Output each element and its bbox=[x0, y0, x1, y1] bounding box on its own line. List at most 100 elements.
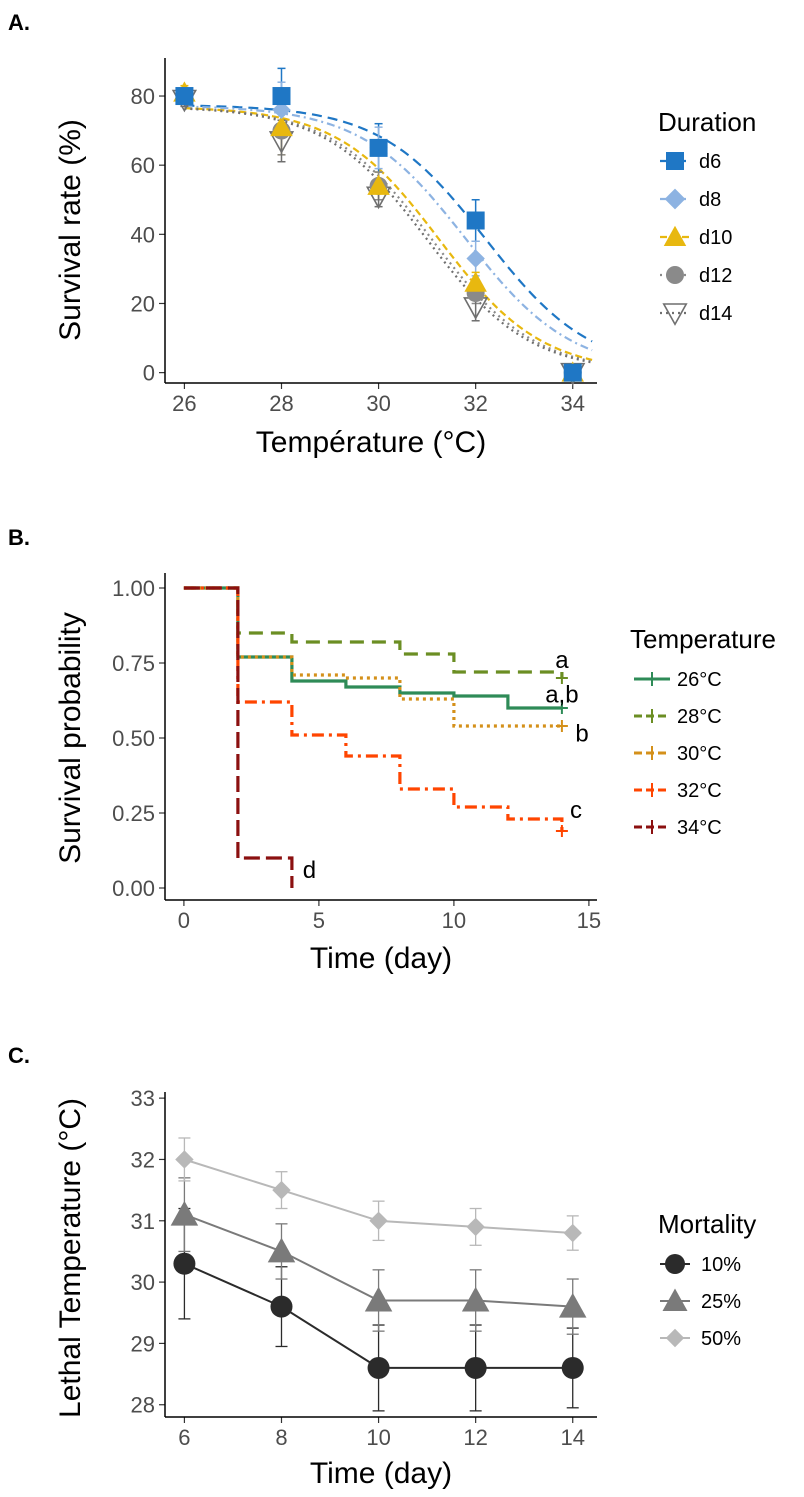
y-tick-label: 0 bbox=[143, 361, 155, 386]
data-point-d6 bbox=[175, 87, 194, 106]
fit-curve-d12 bbox=[184, 107, 593, 363]
chart-panel-b: B. Time (day) Survival probability Tempe… bbox=[8, 525, 776, 975]
y-tick-label: 0.00 bbox=[112, 876, 155, 901]
legend-key-marker bbox=[662, 1288, 688, 1311]
data-point-d8 bbox=[466, 249, 485, 268]
data-point-d10 bbox=[270, 115, 293, 137]
x-tick-label: 28 bbox=[269, 391, 293, 416]
legend: d6 d8 d10 d12 d14 bbox=[660, 151, 732, 326]
data-point-d10 bbox=[464, 271, 487, 292]
x-axis-ticks: 26 28 30 32 34 bbox=[172, 383, 585, 416]
x-tick-label: 15 bbox=[577, 908, 601, 933]
y-axis-ticks: 0.00 0.25 0.50 0.75 1.00 bbox=[112, 576, 165, 901]
data-point-10% bbox=[561, 1356, 584, 1379]
chart-panel-a: A. Température (°C) Survival rate (%) Du… bbox=[8, 10, 756, 459]
x-axis-ticks: 0 5 10 15 bbox=[178, 900, 601, 933]
y-tick-label: 40 bbox=[131, 222, 155, 247]
y-axis-ticks: 28 29 30 31 32 33 bbox=[131, 1086, 165, 1418]
x-tick-label: 8 bbox=[275, 1425, 287, 1450]
fit-curve-d14 bbox=[184, 107, 593, 364]
legend-label: d10 bbox=[699, 227, 732, 249]
legend-label: d6 bbox=[699, 151, 721, 173]
y-tick-label: 60 bbox=[131, 153, 155, 178]
data-point-50% bbox=[175, 1150, 194, 1169]
plot-area bbox=[164, 58, 597, 386]
legend-label: d12 bbox=[699, 265, 732, 287]
y-axis-title: Survival rate (%) bbox=[54, 119, 87, 341]
data-point-10% bbox=[270, 1295, 293, 1318]
chart-panel-c: C. Time (day) Lethal Temperature (°C) Mo… bbox=[8, 1043, 756, 1490]
y-axis-title: Survival probability bbox=[54, 612, 87, 864]
data-point-10% bbox=[367, 1356, 390, 1379]
legend-label: 10% bbox=[701, 1254, 741, 1276]
survival-curve-28°C bbox=[183, 586, 564, 678]
y-tick-label: 20 bbox=[131, 291, 155, 316]
x-tick-label: 10 bbox=[366, 1425, 390, 1450]
data-point-25% bbox=[364, 1286, 393, 1312]
legend: 26°C 28°C 30°C 32°C 34°C bbox=[634, 669, 722, 839]
legend-key-marker bbox=[665, 1254, 685, 1274]
legend: 10% 25% 50% bbox=[660, 1254, 741, 1350]
plot-area: a,b a b c d bbox=[164, 573, 597, 901]
x-tick-label: 10 bbox=[442, 908, 466, 933]
data-point-d6 bbox=[466, 211, 485, 230]
significance-label: a,b bbox=[545, 682, 578, 709]
x-tick-label: 5 bbox=[313, 908, 325, 933]
y-tick-label: 30 bbox=[131, 1270, 155, 1295]
y-tick-label: 80 bbox=[131, 84, 155, 109]
data-point-25% bbox=[461, 1286, 490, 1312]
legend-label: 32°C bbox=[677, 780, 722, 802]
y-tick-label: 31 bbox=[131, 1209, 155, 1234]
legend-title: Temperature bbox=[630, 624, 776, 654]
legend-label: 28°C bbox=[677, 706, 722, 728]
x-tick-label: 32 bbox=[463, 391, 487, 416]
data-point-50% bbox=[563, 1223, 582, 1243]
legend-key-marker bbox=[666, 266, 684, 284]
x-axis-title: Température (°C) bbox=[256, 426, 486, 459]
fit-curve-d10 bbox=[184, 107, 593, 361]
x-tick-label: 34 bbox=[560, 391, 584, 416]
data-point-50% bbox=[272, 1180, 291, 1200]
significance-label: d bbox=[303, 857, 316, 884]
x-axis-ticks: 6 8 10 12 14 bbox=[178, 1417, 585, 1450]
x-tick-label: 6 bbox=[178, 1425, 190, 1450]
y-tick-label: 28 bbox=[131, 1393, 155, 1418]
survival-curve-30°C bbox=[183, 586, 562, 728]
data-point-10% bbox=[173, 1252, 196, 1275]
significance-label: a bbox=[555, 647, 569, 674]
y-tick-label: 33 bbox=[131, 1086, 155, 1111]
legend-key-marker bbox=[665, 1328, 685, 1348]
data-point-25% bbox=[558, 1292, 587, 1318]
fit-curve-d6 bbox=[184, 104, 593, 343]
legend-label: 34°C bbox=[677, 817, 722, 839]
y-axis-title: Lethal Temperature (°C) bbox=[54, 1098, 87, 1418]
legend-label: 25% bbox=[701, 1291, 741, 1313]
x-axis-title: Time (day) bbox=[310, 942, 452, 975]
y-tick-label: 32 bbox=[131, 1147, 155, 1172]
data-point-d6 bbox=[563, 363, 582, 382]
legend-label: 30°C bbox=[677, 743, 722, 765]
y-axis-ticks: 0 20 40 60 80 bbox=[131, 84, 165, 386]
legend-title: Mortality bbox=[658, 1209, 756, 1239]
legend-title: Duration bbox=[658, 107, 756, 137]
legend-key-marker bbox=[666, 152, 684, 170]
x-tick-label: 30 bbox=[366, 391, 390, 416]
x-tick-label: 26 bbox=[172, 391, 196, 416]
data-point-d8 bbox=[272, 100, 291, 120]
legend-label: d14 bbox=[699, 303, 732, 325]
significance-label: c bbox=[570, 797, 582, 824]
panel-label-a: A. bbox=[8, 10, 30, 35]
data-point-25% bbox=[170, 1200, 199, 1226]
y-tick-label: 0.25 bbox=[112, 801, 155, 826]
data-point-25% bbox=[267, 1237, 296, 1263]
y-tick-label: 0.50 bbox=[112, 726, 155, 751]
survival-curve-34°C bbox=[183, 586, 294, 888]
data-point-10% bbox=[464, 1356, 487, 1379]
data-point-d6 bbox=[369, 138, 388, 157]
x-tick-label: 14 bbox=[560, 1425, 584, 1450]
y-tick-label: 1.00 bbox=[112, 576, 155, 601]
data-point-d6 bbox=[272, 87, 291, 106]
legend-label: 26°C bbox=[677, 669, 722, 691]
data-point-d10 bbox=[367, 174, 390, 195]
